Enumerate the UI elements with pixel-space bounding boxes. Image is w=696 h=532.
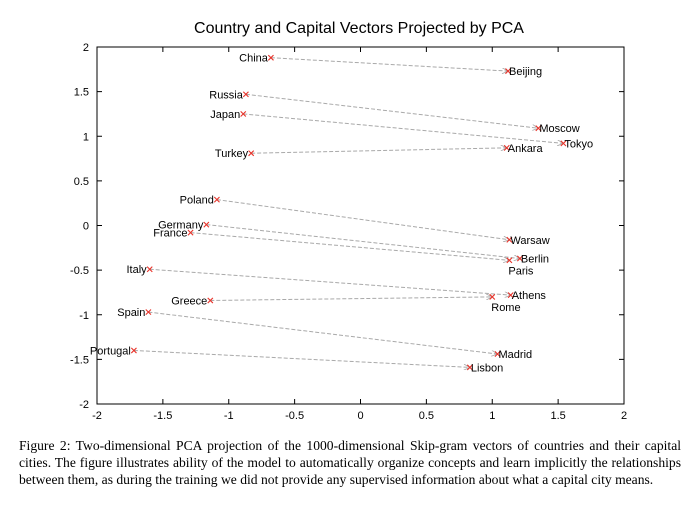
country-capital-arrow <box>270 57 508 71</box>
country-point-label: Russia <box>209 89 244 101</box>
x-tick-label: 1 <box>489 410 495 422</box>
country-capital-arrow <box>216 199 509 240</box>
country-point-label: Greece <box>171 295 207 307</box>
y-tick-label: 0 <box>83 221 89 233</box>
country-point-marker <box>146 266 153 273</box>
country-point-marker <box>248 150 255 157</box>
capital-point-label: Madrid <box>499 349 533 361</box>
capital-point-label: Athens <box>512 290 547 302</box>
capital-point-label: Lisbon <box>471 362 503 374</box>
country-point-label: France <box>153 228 187 240</box>
pca-figure: Country and Capital Vectors Projected by… <box>70 20 627 422</box>
ticks-layer: -2 -1.5 -1 -0.5 0 0.5 1 1.5 2 -2 -1.5 -1 -0.5 0 0.5 1 1.… <box>70 42 627 422</box>
y-tick-label: 1.5 <box>74 87 89 99</box>
country-capital-arrow <box>149 268 511 295</box>
capital-point-label: Berlin <box>521 254 549 266</box>
y-tick-label: 0.5 <box>74 176 89 188</box>
country-capital-arrow <box>206 224 520 259</box>
y-tick-label: -2 <box>79 399 89 411</box>
country-capital-arrow <box>133 349 470 367</box>
country-point-marker <box>207 297 214 304</box>
country-point-marker <box>145 309 152 316</box>
capital-point-marker <box>516 255 523 262</box>
capital-point-label: Rome <box>491 302 520 314</box>
capital-point-marker <box>505 68 512 75</box>
country-point-marker <box>203 221 210 228</box>
capital-point-marker <box>560 140 567 147</box>
capital-point-label: Beijing <box>509 66 542 78</box>
labels-layer: China Beijing Russia Moscow Japan Tokyo Turkey… <box>90 53 593 375</box>
country-point-marker <box>242 91 249 98</box>
y-tick-label: 1 <box>83 131 89 143</box>
capital-point-marker <box>507 292 514 299</box>
capital-point-marker <box>494 351 501 358</box>
country-point-label: Turkey <box>215 148 249 160</box>
capital-point-marker <box>506 236 513 243</box>
y-tick-label: 2 <box>83 42 89 54</box>
country-point-marker <box>213 196 220 203</box>
pca-scatter-chart: Country and Capital Vectors Projected by… <box>70 20 627 422</box>
x-tick-label: -2 <box>92 410 102 422</box>
country-point-marker <box>240 110 247 117</box>
country-point-label: Italy <box>127 264 148 276</box>
capital-point-marker <box>503 144 510 151</box>
capital-point-label: Warsaw <box>510 235 549 247</box>
y-tick-label: -1 <box>79 310 89 322</box>
x-tick-label: -1 <box>224 410 234 422</box>
capital-point-label: Tokyo <box>564 138 593 150</box>
caption-text: Two-dimensional PCA projection of the 10… <box>19 438 682 487</box>
country-point-marker <box>187 229 194 236</box>
x-tick-label: 1.5 <box>550 410 565 422</box>
capital-point-label: Paris <box>508 265 534 277</box>
country-capital-arrow <box>190 232 510 261</box>
country-point-marker <box>130 347 137 354</box>
chart-title: Country and Capital Vectors Projected by… <box>194 20 524 37</box>
country-capital-arrow <box>245 93 538 128</box>
arrows-layer <box>133 57 564 368</box>
country-point-label: Spain <box>117 307 145 319</box>
capital-point-marker <box>506 257 513 264</box>
x-tick-label: -0.5 <box>285 410 304 422</box>
markers-layer <box>130 54 567 371</box>
country-point-label: Germany <box>158 220 204 232</box>
capital-point-marker <box>489 293 496 300</box>
country-capital-arrow <box>210 297 492 301</box>
caption-label: Figure 2: <box>19 438 71 453</box>
country-point-label: Portugal <box>90 345 131 357</box>
country-capital-arrow <box>243 113 563 143</box>
x-tick-label: 0 <box>357 410 363 422</box>
country-point-marker <box>267 54 274 61</box>
capital-point-label: Moscow <box>539 123 579 135</box>
capital-point-marker <box>466 364 473 371</box>
x-tick-label: 2 <box>621 410 627 422</box>
country-capital-arrow <box>251 148 507 154</box>
country-point-label: Japan <box>210 109 240 121</box>
y-tick-label: -0.5 <box>70 265 89 277</box>
x-tick-label: 0.5 <box>419 410 434 422</box>
country-capital-arrow <box>148 311 497 354</box>
capital-point-label: Ankara <box>508 143 544 155</box>
country-point-label: Poland <box>180 195 214 207</box>
country-point-label: China <box>239 53 269 65</box>
capital-point-marker <box>535 125 542 132</box>
y-tick-label: -1.5 <box>70 354 89 366</box>
figure-caption: Figure 2: Two-dimensional PCA projection… <box>19 438 681 488</box>
x-tick-label: -1.5 <box>153 410 172 422</box>
